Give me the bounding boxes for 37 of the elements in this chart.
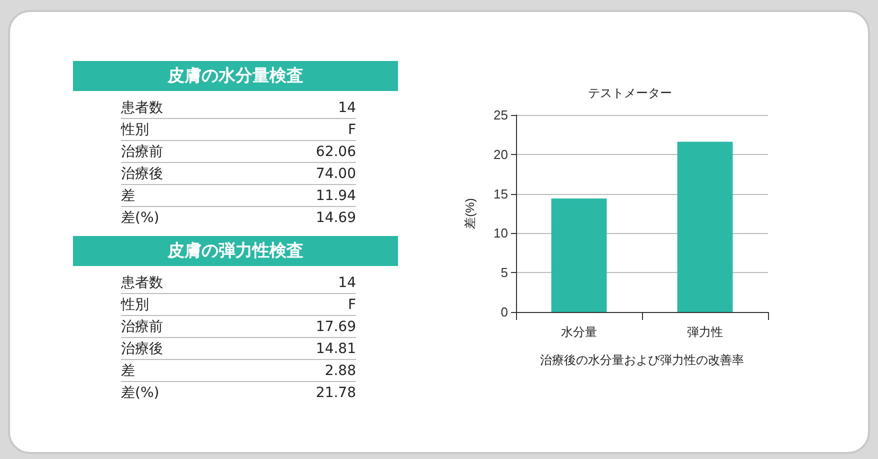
text: 治療前 [121, 318, 163, 337]
y-tick-label: 0 [500, 304, 508, 320]
text: 患者数 [121, 274, 163, 293]
text: 14 [338, 274, 356, 293]
text: F [348, 296, 356, 315]
x-axis-title: 治療後の水分量および弾力性の改善率 [540, 353, 744, 367]
y-axis-title: 差(%) [463, 198, 477, 229]
y-tick-label: 25 [494, 108, 508, 122]
text: 14 [338, 99, 356, 118]
text: 62.06 [316, 143, 356, 162]
text: 治療前 [121, 143, 163, 162]
text: 差(%) [121, 209, 160, 228]
text: 21.78 [316, 384, 356, 403]
y-tick-label: 5 [500, 265, 508, 280]
text: 74.00 [316, 165, 356, 184]
text: 差 [121, 187, 135, 206]
text: 14.81 [316, 340, 356, 359]
text: 皮膚の弾力性検査 [73, 236, 398, 266]
text: 2.88 [324, 362, 356, 381]
text: F [348, 121, 356, 140]
y-tick-label: 10 [494, 226, 508, 241]
text: 治療後 [121, 340, 163, 359]
y-tick-label: 20 [494, 146, 508, 162]
chart-title: テストメーター [588, 86, 672, 100]
text: 性別 [121, 296, 149, 315]
text: 17.69 [316, 318, 356, 337]
text: 患者数 [121, 99, 163, 118]
x-tick-label: 水分量 [561, 325, 597, 339]
text: 14.69 [316, 209, 356, 228]
text: 性別 [121, 121, 149, 140]
text: 治療後 [121, 165, 163, 184]
text: 差(%) [121, 384, 160, 403]
text: 差 [121, 362, 135, 381]
x-tick-label: 弾力性 [687, 325, 723, 339]
y-tick-label: 15 [494, 186, 508, 202]
text: 皮膚の水分量検査 [73, 61, 398, 91]
text: 11.94 [316, 187, 356, 206]
